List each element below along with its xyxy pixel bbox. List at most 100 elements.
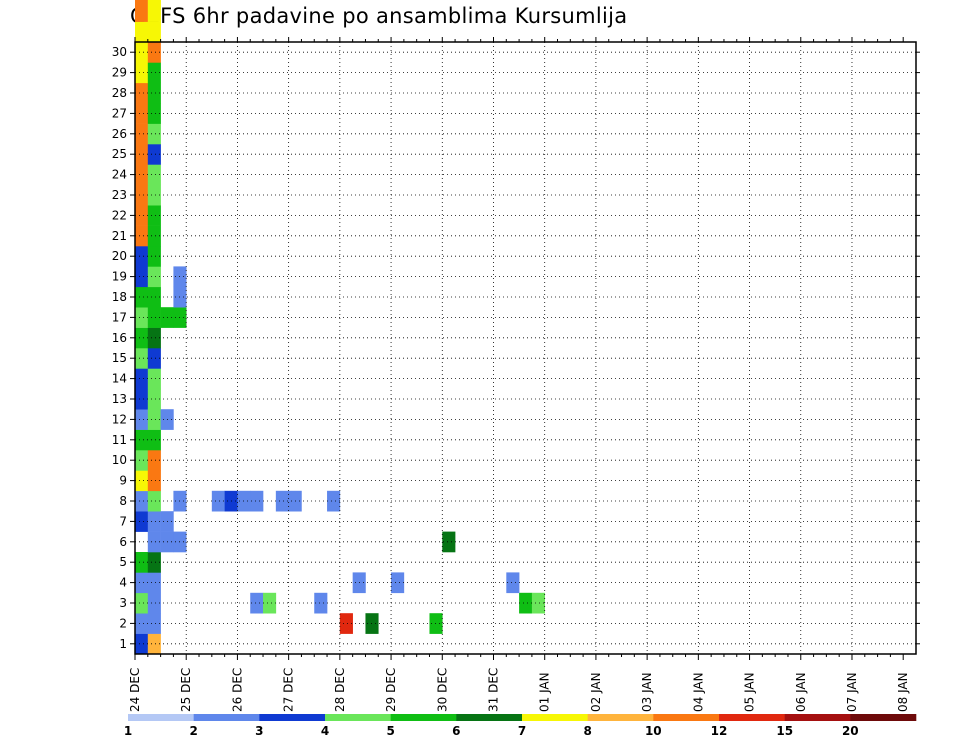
heatmap-cell	[135, 21, 149, 43]
legend-swatch	[719, 714, 785, 721]
heatmap-cell	[135, 552, 149, 573]
heatmap-cell	[147, 470, 161, 492]
heatmap-cell	[135, 164, 149, 186]
heatmap-cell	[135, 429, 149, 451]
heatmap-cell	[135, 82, 149, 104]
heatmap-cell	[442, 531, 456, 553]
heatmap-cell	[135, 409, 149, 430]
y-tick-label: 4	[119, 576, 127, 590]
heatmap-cell	[250, 490, 264, 512]
heatmap-cell	[135, 205, 149, 226]
plot-frame	[134, 41, 917, 655]
legend-swatch	[390, 714, 457, 721]
heatmap-cell	[147, 368, 161, 390]
y-axis: 1234567891011121314151617181920212223242…	[112, 45, 920, 651]
heatmap-cell	[135, 266, 149, 288]
legend-swatch	[193, 714, 260, 721]
heatmap-cell	[147, 266, 161, 288]
color-legend: 1 2 3 4 5 6 7 8 10 12 15 20	[124, 714, 917, 738]
x-tick-label: 02 JAN	[589, 672, 603, 712]
heatmap-cell	[147, 572, 161, 594]
y-tick-label: 9	[119, 474, 127, 488]
heatmap-cell	[147, 592, 161, 614]
heatmap-cell	[135, 450, 149, 471]
heatmap-cell	[339, 613, 353, 634]
heatmap-cell	[314, 592, 328, 614]
y-tick-label: 23	[112, 188, 127, 202]
legend-swatch	[259, 714, 326, 721]
heatmap-cell	[391, 572, 405, 594]
legend-label: 4	[321, 724, 329, 738]
y-tick-label: 13	[112, 392, 127, 406]
x-tick-label: 30 DEC	[435, 668, 449, 712]
heatmap-cell	[135, 633, 149, 655]
legend-label: 20	[842, 724, 859, 738]
heatmap-cell	[135, 490, 149, 512]
heatmap-cell	[147, 42, 161, 63]
y-tick-label: 17	[112, 310, 127, 324]
heatmap-cell	[147, 144, 161, 165]
x-tick-label: 26 DEC	[230, 668, 244, 712]
heatmap-cell	[147, 62, 161, 84]
y-tick-label: 6	[119, 535, 127, 549]
legend-label: 12	[711, 724, 728, 738]
heatmap-cell	[275, 490, 289, 512]
heatmap-cell	[135, 42, 149, 63]
y-tick-label: 1	[119, 637, 127, 651]
x-tick-label: 04 JAN	[691, 672, 705, 712]
heatmap-cell	[211, 490, 225, 512]
heatmap-cell	[147, 633, 161, 655]
y-tick-label: 12	[112, 412, 127, 426]
y-tick-label: 5	[119, 555, 127, 569]
heatmap-cell	[147, 613, 161, 634]
heatmap-cell	[365, 613, 379, 634]
legend-swatch	[784, 714, 851, 721]
heatmap-cell	[531, 592, 545, 614]
x-tick-label: 03 JAN	[640, 672, 654, 712]
heatmap-cell	[147, 1, 161, 22]
heatmap-cell	[135, 1, 149, 22]
heatmap-cell	[250, 592, 264, 614]
heatmap-cell	[263, 592, 277, 614]
legend-swatch	[325, 714, 391, 721]
y-tick-label: 25	[112, 147, 127, 161]
x-tick-label: 06 JAN	[794, 672, 808, 712]
heatmap-cells	[135, 0, 545, 655]
heatmap-cell	[147, 205, 161, 226]
heatmap-cell	[135, 144, 149, 165]
heatmap-cell	[135, 286, 149, 308]
y-tick-label: 3	[119, 596, 127, 610]
heatmap-cell	[147, 552, 161, 573]
x-tick-label: 07 JAN	[845, 672, 859, 712]
y-tick-label: 21	[112, 229, 127, 243]
heatmap-cell	[519, 592, 533, 614]
y-tick-label: 30	[112, 45, 127, 59]
y-tick-label: 18	[112, 290, 127, 304]
x-tick-label: 28 DEC	[333, 668, 347, 712]
legend-label: 10	[645, 724, 662, 738]
x-tick-label: 25 DEC	[179, 668, 193, 712]
heatmap-cell	[147, 327, 161, 349]
heatmap-cell	[135, 225, 149, 247]
heatmap-cell	[327, 490, 341, 512]
heatmap-cell	[147, 21, 161, 43]
x-tick-label: 27 DEC	[282, 668, 296, 712]
legend-swatch	[128, 714, 194, 721]
x-tick-label: 08 JAN	[896, 672, 910, 712]
heatmap-cell	[147, 490, 161, 512]
y-tick-label: 16	[112, 331, 127, 345]
heatmap-cell	[135, 592, 149, 614]
y-tick-label: 22	[112, 208, 127, 222]
heatmap-cell	[147, 429, 161, 451]
chart-title: GEFS 6hr padavine po ansamblima Kursumli…	[130, 4, 628, 28]
heatmap-cell	[147, 307, 161, 328]
heatmap-cell	[147, 348, 161, 369]
x-tick-label: 29 DEC	[384, 668, 398, 712]
legend-swatch	[653, 714, 720, 721]
heatmap-cell	[429, 613, 443, 634]
y-tick-label: 15	[112, 351, 127, 365]
heatmap-cell	[506, 572, 520, 594]
x-axis: 24 DEC 25 DEC 26 DEC 27 DEC 28 DEC 29 DEC 30 D…	[128, 37, 910, 712]
heatmap-cell	[147, 184, 161, 206]
legend-label: 2	[190, 724, 198, 738]
